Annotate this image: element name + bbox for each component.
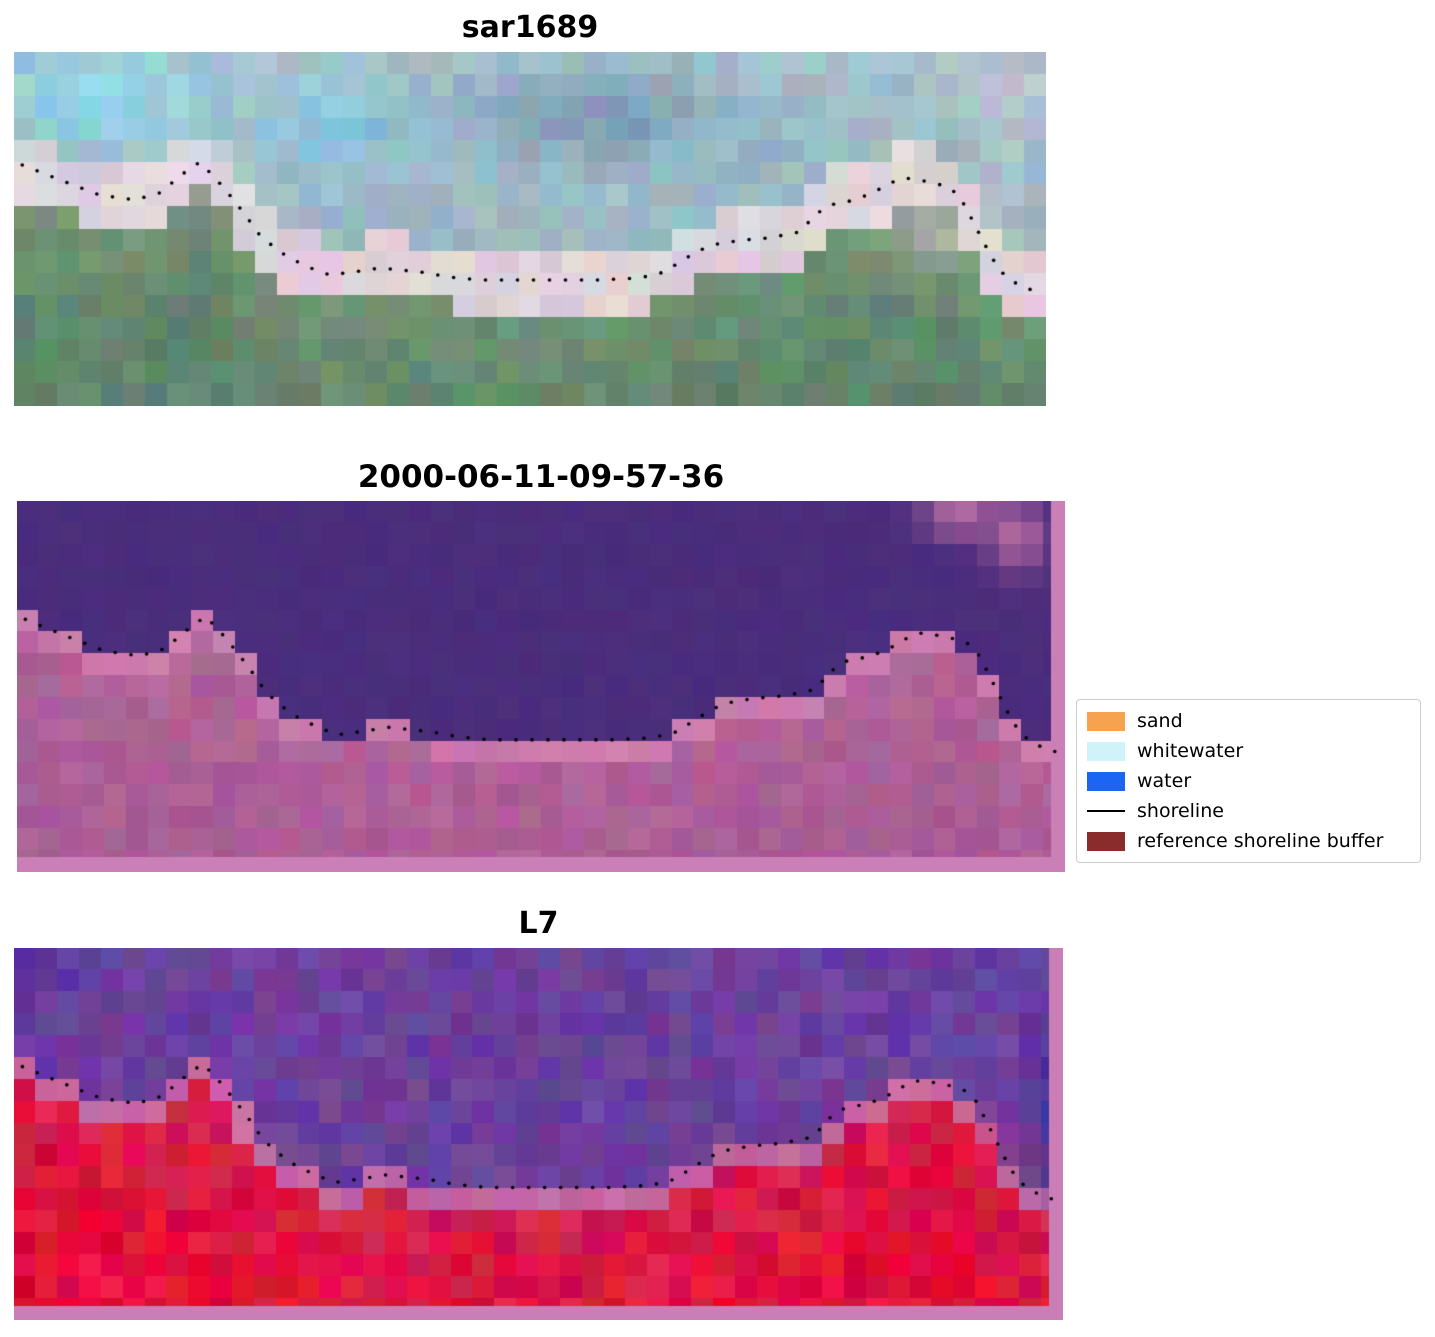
legend-swatch-sand-icon (1087, 711, 1125, 731)
legend-label: reference shoreline buffer (1137, 830, 1384, 852)
legend-label: whitewater (1137, 740, 1244, 762)
panel-title-classification-date: 2000-06-11-09-57-36 (357, 459, 725, 495)
l7-image-panel (14, 948, 1063, 1320)
legend-swatch-reference-shoreline-buffer-icon (1087, 831, 1125, 851)
legend-item: water (1087, 768, 1410, 794)
classification-image-panel (17, 501, 1065, 872)
legend-item: reference shoreline buffer (1087, 828, 1410, 854)
legend-item: shoreline (1087, 798, 1410, 824)
legend-label: sand (1137, 710, 1183, 732)
legend-item: whitewater (1087, 738, 1410, 764)
legend: sand whitewater water shoreline reference sh… (1076, 699, 1421, 863)
legend-label: shoreline (1137, 800, 1224, 822)
legend-label: water (1137, 770, 1192, 792)
legend-swatch-water-icon (1087, 771, 1125, 791)
legend-swatch-shoreline-icon (1087, 802, 1125, 821)
legend-item: sand (1087, 708, 1410, 734)
panel-title-l7: L7 (518, 906, 559, 941)
panel-title-sar1689: sar1689 (461, 10, 599, 45)
legend-swatch-whitewater-icon (1087, 741, 1125, 761)
sar1689-image-panel (14, 52, 1046, 406)
